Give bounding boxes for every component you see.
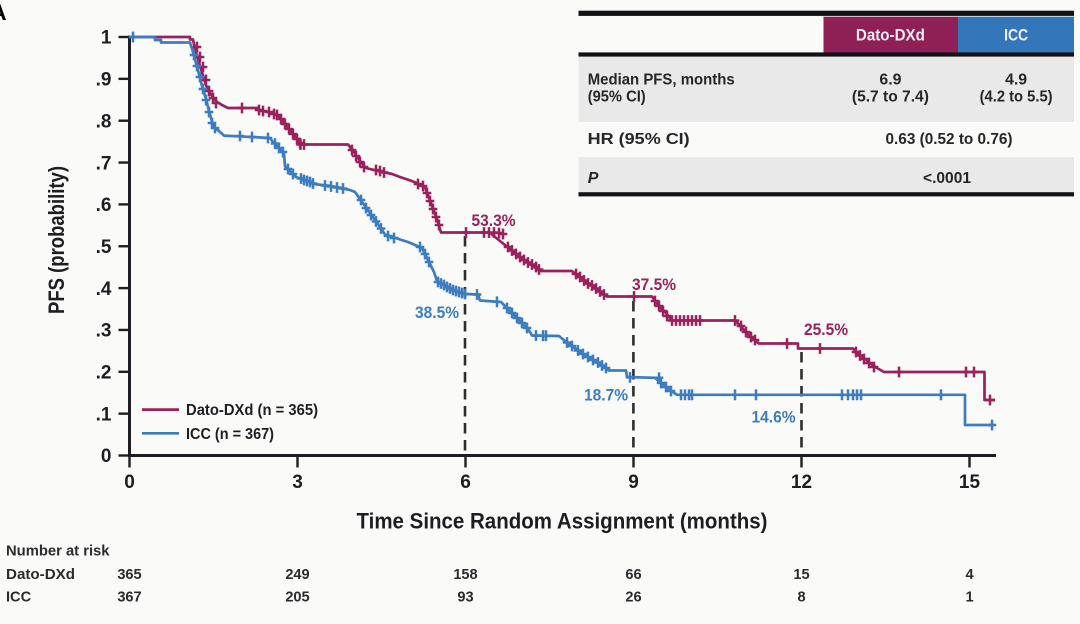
svg-text:15: 15: [793, 567, 809, 583]
svg-text:A: A: [0, 0, 7, 25]
svg-text:0: 0: [101, 446, 112, 467]
svg-text:Number at risk: Number at risk: [6, 544, 110, 560]
svg-text:ICC: ICC: [6, 590, 32, 606]
svg-text:365: 365: [117, 567, 141, 583]
svg-text:37.5%: 37.5%: [632, 275, 676, 294]
svg-text:P: P: [588, 170, 599, 187]
svg-text:26: 26: [625, 590, 641, 606]
svg-text:(4.2 to 5.5): (4.2 to 5.5): [980, 89, 1053, 106]
svg-text:Time Since Random Assignment (: Time Since Random Assignment (months): [357, 509, 768, 534]
svg-text:18.7%: 18.7%: [584, 386, 628, 405]
svg-text:158: 158: [453, 567, 477, 583]
svg-text:14.6%: 14.6%: [752, 408, 796, 427]
svg-text:53.3%: 53.3%: [472, 211, 516, 230]
svg-text:12: 12: [791, 472, 812, 493]
svg-text:.7: .7: [96, 153, 112, 174]
svg-text:1: 1: [965, 590, 973, 606]
svg-text:8: 8: [797, 590, 805, 606]
svg-text:(95% CI): (95% CI): [588, 89, 646, 106]
svg-text:0: 0: [124, 472, 135, 493]
svg-text:.4: .4: [96, 279, 112, 300]
svg-text:.6: .6: [96, 195, 112, 216]
svg-text:367: 367: [117, 590, 141, 606]
svg-text:.5: .5: [96, 237, 112, 258]
svg-text:Dato-DXd: Dato-DXd: [856, 26, 925, 45]
svg-text:.9: .9: [96, 70, 112, 91]
svg-text:3: 3: [292, 472, 303, 493]
svg-text:0.63 (0.52 to 0.76): 0.63 (0.52 to 0.76): [886, 131, 1013, 148]
svg-text:6: 6: [460, 472, 471, 493]
svg-text:.2: .2: [96, 363, 112, 384]
svg-text:249: 249: [285, 567, 309, 583]
svg-text:1: 1: [101, 28, 112, 49]
svg-text:66: 66: [625, 567, 641, 583]
svg-text:93: 93: [457, 590, 473, 606]
svg-text:4: 4: [965, 567, 974, 583]
svg-text:<.0001: <.0001: [923, 170, 971, 187]
svg-text:15: 15: [959, 472, 981, 493]
svg-text:.1: .1: [96, 404, 112, 425]
svg-text:PFS (probability): PFS (probability): [44, 166, 69, 314]
svg-text:Dato-DXd (n = 365): Dato-DXd (n = 365): [186, 402, 318, 419]
svg-text:HR (95% CI): HR (95% CI): [588, 131, 690, 148]
svg-text:9: 9: [628, 472, 639, 493]
svg-text:4.9: 4.9: [1005, 71, 1027, 88]
svg-text:Dato-DXd: Dato-DXd: [6, 567, 75, 583]
svg-text:205: 205: [285, 590, 309, 606]
svg-text:25.5%: 25.5%: [804, 320, 848, 339]
svg-text:.8: .8: [96, 111, 112, 132]
svg-text:6.9: 6.9: [879, 71, 901, 88]
svg-text:ICC: ICC: [1004, 26, 1028, 45]
svg-text:38.5%: 38.5%: [415, 303, 459, 322]
svg-text:Median PFS, months: Median PFS, months: [588, 71, 735, 88]
svg-text:(5.7 to 7.4): (5.7 to 7.4): [852, 89, 929, 106]
svg-text:ICC (n = 367): ICC (n = 367): [186, 426, 274, 443]
svg-text:.3: .3: [96, 321, 112, 342]
